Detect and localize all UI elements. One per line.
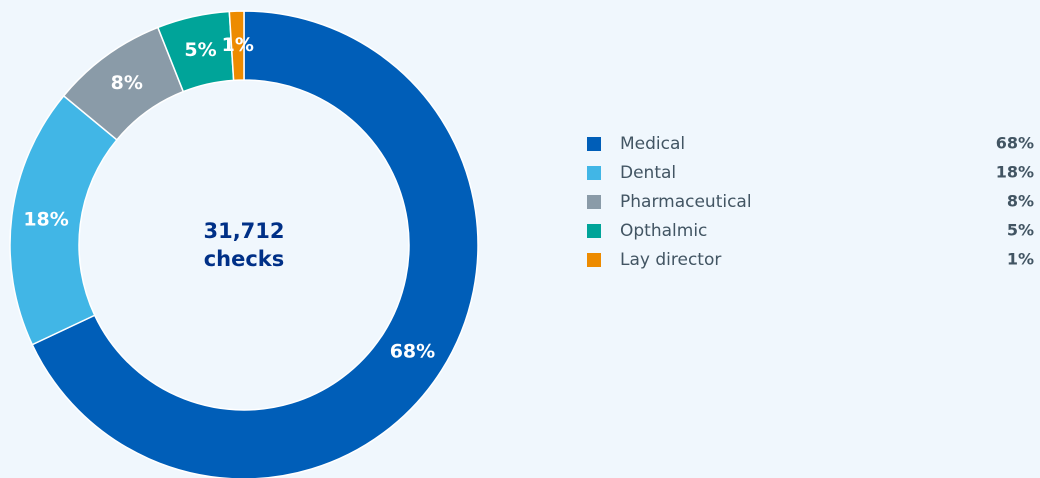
legend-name: Pharmaceutical	[620, 192, 752, 212]
slice-label: 8%	[111, 72, 143, 94]
legend-swatch	[587, 224, 601, 238]
legend-value: 18%	[996, 163, 1034, 182]
donut-slice	[31, 10, 479, 478]
legend-name: Opthalmic	[620, 221, 707, 241]
legend-swatch	[587, 253, 601, 267]
donut-slice	[228, 10, 245, 82]
center-title: 31,712	[203, 219, 284, 243]
legend-swatch	[587, 166, 601, 180]
center-subtitle: checks	[204, 247, 285, 271]
legend-value: 5%	[1007, 221, 1034, 240]
legend-value: 68%	[996, 134, 1034, 153]
legend-value: 1%	[1007, 250, 1034, 269]
legend-swatch	[587, 195, 601, 209]
legend-name: Dental	[620, 163, 676, 183]
slice-label: 18%	[23, 208, 68, 230]
legend-name: Medical	[620, 134, 685, 154]
slice-label: 1%	[222, 34, 254, 56]
slice-label: 5%	[184, 39, 216, 61]
legend-value: 8%	[1007, 192, 1034, 211]
slice-label: 68%	[390, 340, 435, 362]
legend-name: Lay director	[620, 250, 721, 270]
legend-swatch	[587, 137, 601, 151]
